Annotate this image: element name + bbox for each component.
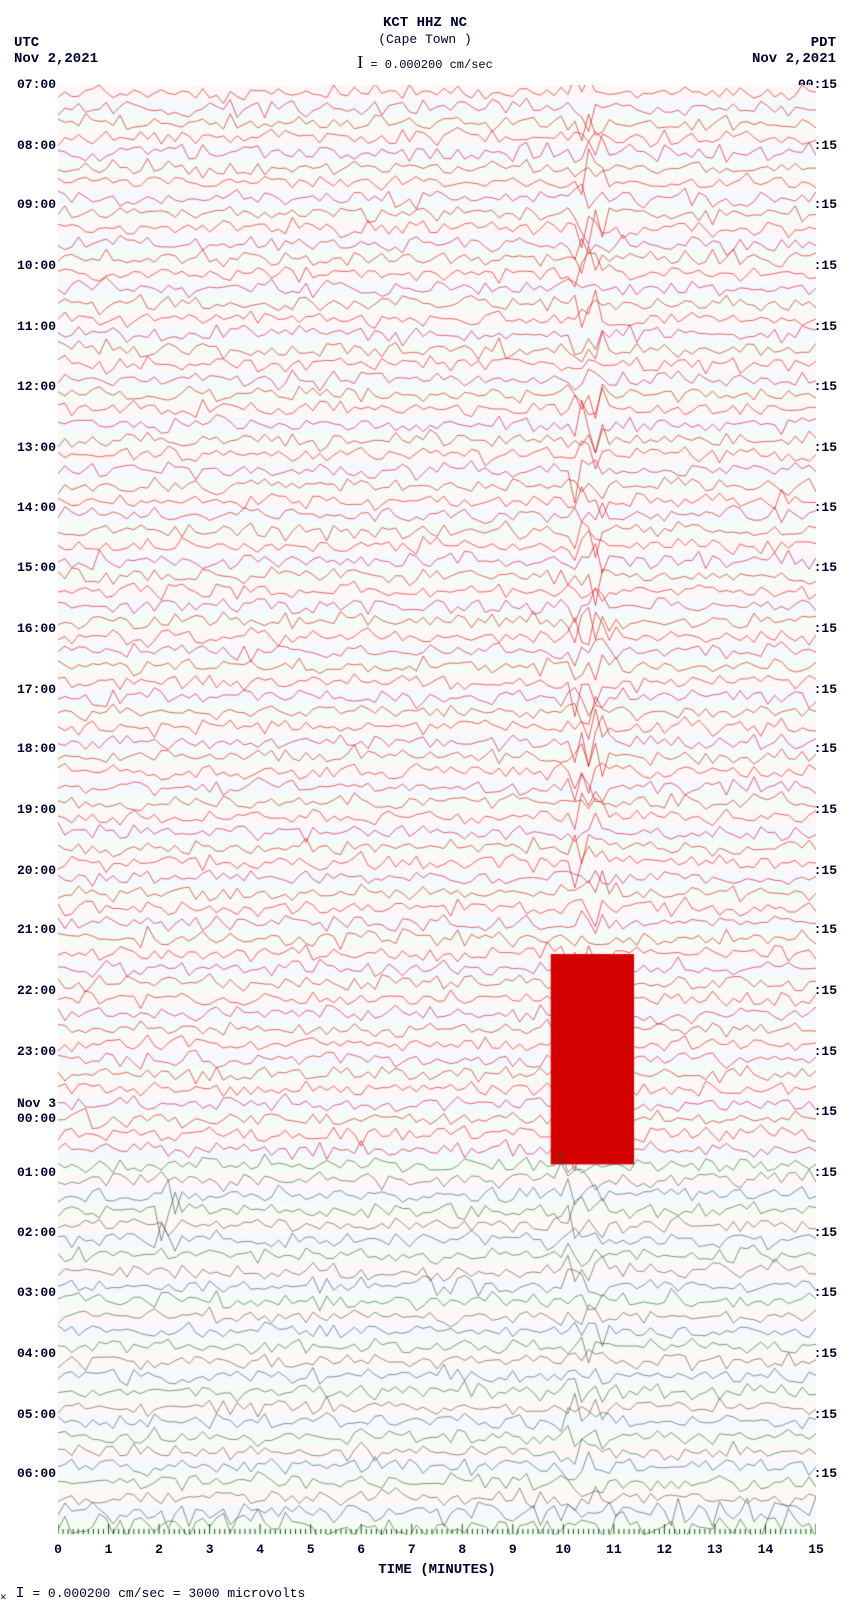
left-timezone-label: UTC: [14, 35, 39, 51]
scale-bar-text: I = 0.000200 cm/sec: [0, 52, 850, 73]
station-id: KCT HHZ NC: [0, 15, 850, 31]
x-tick-label: 13: [707, 1542, 723, 1557]
utc-hour-label: 13:00: [0, 440, 56, 455]
x-tick-label: 7: [408, 1542, 416, 1557]
utc-hour-label: 07:00: [0, 77, 56, 92]
utc-hour-label: 02:00: [0, 1225, 56, 1240]
right-date-label: Nov 2,2021: [752, 51, 836, 67]
utc-hour-label: 05:00: [0, 1407, 56, 1422]
x-tick-label: 10: [556, 1542, 572, 1557]
utc-hour-label: 14:00: [0, 500, 56, 515]
helicorder-plot: [58, 85, 816, 1535]
x-tick-label: 15: [808, 1542, 824, 1557]
utc-hour-label: 19:00: [0, 802, 56, 817]
x-tick-label: 4: [256, 1542, 264, 1557]
utc-hour-label: 15:00: [0, 560, 56, 575]
utc-hour-label: 18:00: [0, 741, 56, 756]
utc-hour-label: 01:00: [0, 1165, 56, 1180]
utc-hour-label: 10:00: [0, 258, 56, 273]
station-location: (Cape Town ): [0, 32, 850, 47]
x-tick-label: 0: [54, 1542, 62, 1557]
x-tick-label: 11: [606, 1542, 622, 1557]
x-tick-label: 5: [307, 1542, 315, 1557]
utc-hour-label: 03:00: [0, 1285, 56, 1300]
utc-hour-label: 08:00: [0, 138, 56, 153]
footer-scale: × I = 0.000200 cm/sec = 3000 microvolts: [0, 1585, 305, 1605]
utc-hour-label: 23:00: [0, 1044, 56, 1059]
utc-hour-label: 12:00: [0, 379, 56, 394]
utc-hour-label: 09:00: [0, 197, 56, 212]
x-tick-label: 2: [155, 1542, 163, 1557]
x-tick-label: 3: [206, 1542, 214, 1557]
utc-hour-label: 11:00: [0, 319, 56, 334]
x-axis-title: TIME (MINUTES): [58, 1562, 816, 1578]
x-tick-label: 9: [509, 1542, 517, 1557]
helicorder-canvas: [58, 85, 816, 1535]
utc-hour-label: Nov 300:00: [0, 1096, 56, 1126]
right-timezone-label: PDT: [811, 35, 836, 51]
x-tick-label: 12: [657, 1542, 673, 1557]
x-tick-label: 14: [758, 1542, 774, 1557]
utc-hour-label: 20:00: [0, 863, 56, 878]
x-tick-label: 6: [357, 1542, 365, 1557]
utc-hour-label: 17:00: [0, 682, 56, 697]
utc-hour-label: 22:00: [0, 983, 56, 998]
x-tick-label: 1: [105, 1542, 113, 1557]
utc-hour-label: 16:00: [0, 621, 56, 636]
helicorder-page: KCT HHZ NC (Cape Town ) I = 0.000200 cm/…: [0, 0, 850, 1613]
utc-hour-labels: 07:0008:0009:0010:0011:0012:0013:0014:00…: [0, 85, 56, 1535]
utc-hour-label: 21:00: [0, 922, 56, 937]
utc-hour-label: 06:00: [0, 1466, 56, 1481]
utc-hour-label: 04:00: [0, 1346, 56, 1361]
x-tick-label: 8: [458, 1542, 466, 1557]
left-date-label: Nov 2,2021: [14, 51, 98, 67]
